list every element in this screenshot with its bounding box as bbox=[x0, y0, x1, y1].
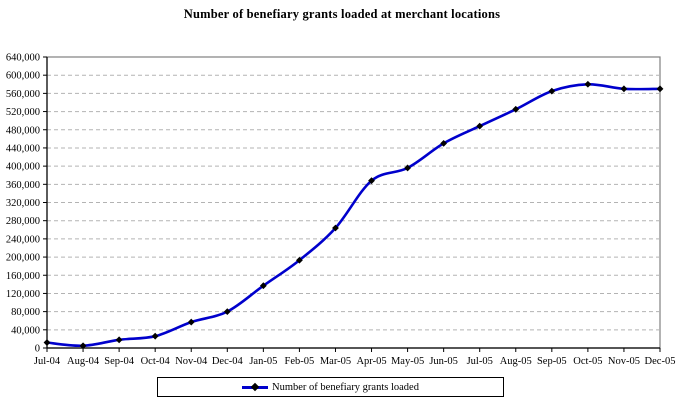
y-axis-label: 520,000 bbox=[6, 107, 40, 118]
y-axis-label: 240,000 bbox=[6, 234, 40, 245]
data-point-marker-icon bbox=[476, 122, 484, 130]
data-point-marker-icon bbox=[584, 80, 592, 88]
y-axis-label: 600,000 bbox=[6, 71, 40, 82]
data-point-marker-icon bbox=[656, 85, 664, 93]
data-point-marker-icon bbox=[620, 85, 628, 93]
x-axis-label: Nov-05 bbox=[608, 356, 640, 367]
y-axis-label: 440,000 bbox=[6, 143, 40, 154]
data-point-marker-icon bbox=[259, 282, 267, 290]
y-axis-label: 120,000 bbox=[6, 289, 40, 300]
data-point-marker-icon bbox=[368, 177, 375, 185]
x-axis-label: Feb-05 bbox=[285, 356, 315, 367]
x-axis-label: Aug-05 bbox=[500, 356, 532, 367]
y-axis-label: 200,000 bbox=[6, 253, 40, 264]
x-axis-label: Jul-05 bbox=[467, 356, 493, 367]
y-axis-label: 80,000 bbox=[11, 307, 40, 318]
x-axis-label: Sep-04 bbox=[104, 356, 134, 367]
x-axis-label: May-05 bbox=[391, 356, 424, 367]
x-axis-label: Oct-04 bbox=[141, 356, 171, 367]
x-axis-label: Jul-04 bbox=[34, 356, 61, 367]
y-axis-label: 400,000 bbox=[6, 162, 40, 173]
data-point-marker-icon bbox=[548, 87, 556, 95]
data-point-marker-icon bbox=[151, 332, 159, 340]
x-axis-label: Jan-05 bbox=[249, 356, 277, 367]
y-axis-label: 40,000 bbox=[11, 325, 40, 336]
y-axis-label: 360,000 bbox=[6, 180, 40, 191]
y-axis-label: 280,000 bbox=[6, 216, 40, 227]
data-point-marker-icon bbox=[79, 342, 87, 350]
data-point-marker-icon bbox=[332, 224, 339, 232]
x-axis-label: Sep-05 bbox=[537, 356, 567, 367]
legend-line-marker-icon bbox=[242, 382, 269, 391]
data-point-marker-icon bbox=[512, 105, 520, 113]
data-point-marker-icon bbox=[296, 256, 303, 264]
x-axis-label: Nov-04 bbox=[175, 356, 208, 367]
y-axis-label: 480,000 bbox=[6, 125, 40, 136]
chart-title: Number of benefiary grants loaded at mer… bbox=[183, 7, 501, 21]
diamond-marker-icon bbox=[250, 382, 260, 391]
x-axis-label: Jun-05 bbox=[429, 356, 458, 367]
y-axis-label: 560,000 bbox=[6, 89, 40, 100]
data-point-marker-icon bbox=[440, 139, 448, 147]
data-point-marker-icon bbox=[115, 336, 123, 344]
x-axis-label: Apr-05 bbox=[356, 356, 386, 367]
data-point-marker-icon bbox=[404, 164, 411, 172]
legend: Number of benefiary grants loaded bbox=[157, 377, 504, 397]
x-axis-label: Oct-05 bbox=[573, 356, 602, 367]
y-axis-label: 640,000 bbox=[6, 53, 40, 64]
data-point-marker-icon bbox=[187, 318, 195, 326]
x-axis-label: Dec-04 bbox=[212, 356, 244, 367]
data-line bbox=[45, 82, 662, 348]
x-axis-label: Aug-04 bbox=[67, 356, 100, 367]
y-axis-label: 0 bbox=[35, 344, 40, 355]
x-axis-label: Dec-05 bbox=[645, 356, 676, 367]
legend-label: Number of benefiary grants loaded bbox=[272, 381, 419, 393]
data-point-marker-icon bbox=[223, 308, 231, 316]
y-axis-label: 160,000 bbox=[6, 271, 40, 282]
x-axis-label: Mar-05 bbox=[320, 356, 351, 367]
data-point-marker-icon bbox=[43, 339, 51, 346]
y-axis-label: 320,000 bbox=[6, 198, 40, 209]
